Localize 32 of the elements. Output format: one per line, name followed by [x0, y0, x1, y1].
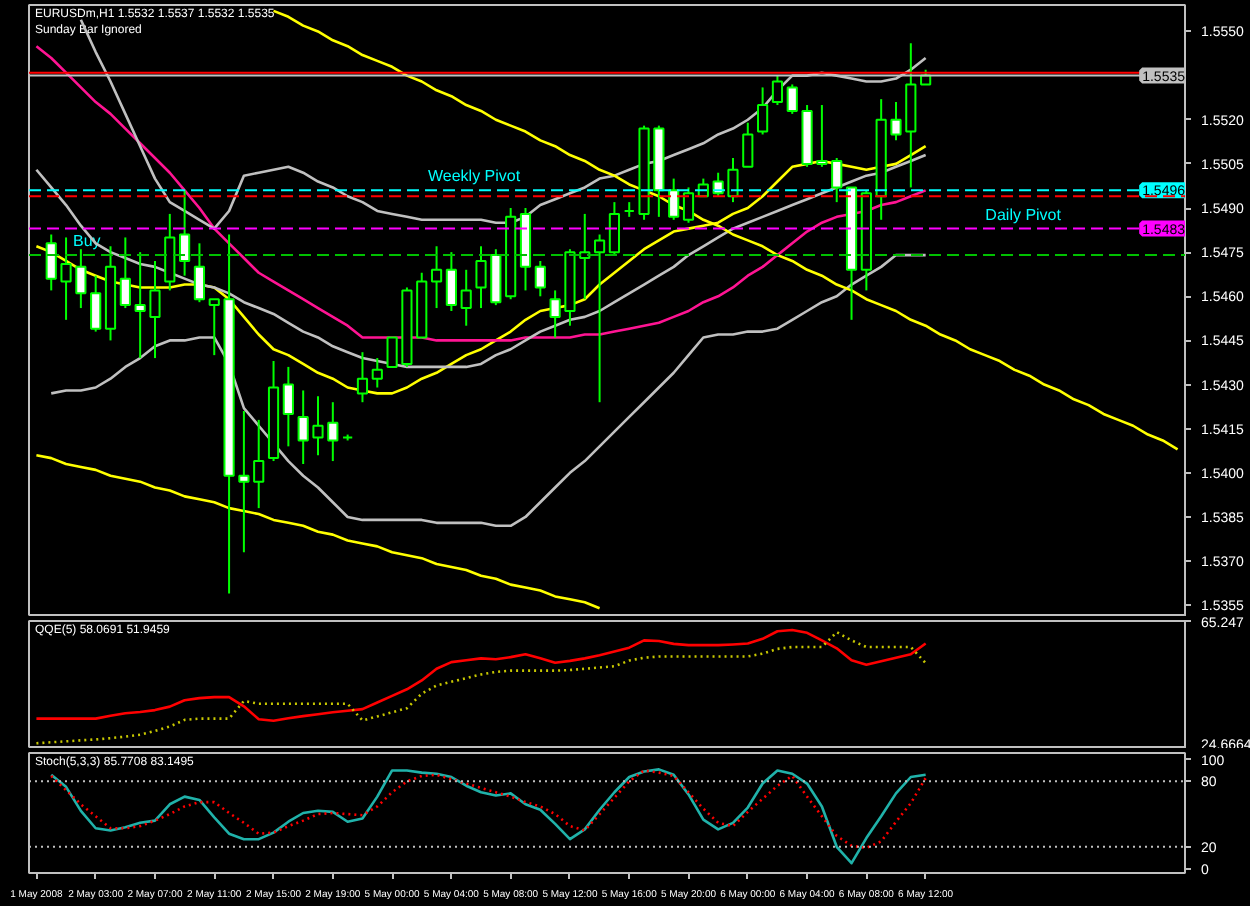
candlestick — [193, 242, 206, 304]
candlestick — [608, 201, 620, 257]
candlestick — [356, 351, 369, 404]
line-series — [35, 628, 927, 723]
candlestick — [757, 86, 769, 136]
candlestick — [771, 74, 784, 107]
candlestick — [682, 186, 695, 224]
candlestick — [668, 177, 680, 221]
candlestick — [371, 357, 383, 389]
candlestick — [623, 201, 635, 218]
line-series — [35, 453, 601, 610]
candlestick — [460, 268, 472, 327]
line-series — [35, 44, 927, 342]
candlestick — [119, 236, 131, 310]
candlestick — [164, 212, 176, 292]
candlestick — [594, 233, 606, 404]
candlestick — [445, 251, 457, 312]
line-series — [49, 768, 927, 865]
annotation: Daily Pivot — [985, 205, 1063, 224]
candlestick — [179, 189, 191, 277]
candlestick — [90, 274, 102, 333]
candlestick — [238, 410, 250, 554]
candlestick — [253, 418, 265, 510]
candlestick — [831, 157, 843, 204]
candlestick — [786, 83, 798, 115]
annotation: Weekly Pivot — [427, 167, 522, 186]
candlestick — [742, 121, 754, 168]
line-series — [49, 769, 927, 850]
candlestick — [282, 365, 294, 448]
candlestick — [534, 259, 546, 298]
line-series — [49, 253, 927, 528]
candlestick — [430, 245, 443, 310]
